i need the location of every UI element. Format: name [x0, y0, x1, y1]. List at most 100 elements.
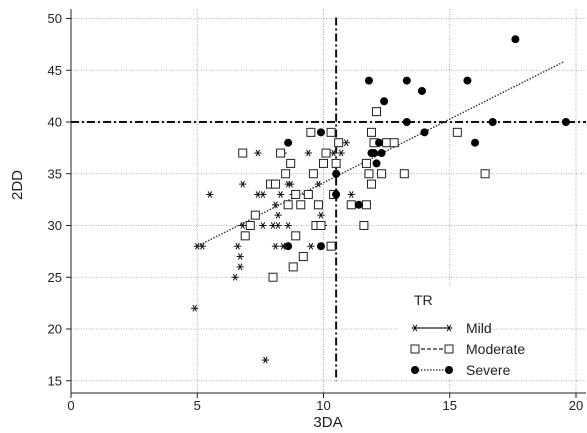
y-tick-label: 15 [48, 373, 62, 388]
moderate-point [303, 189, 313, 199]
mild-point [236, 263, 244, 271]
severe-point [332, 169, 341, 178]
x-tick-label: 5 [194, 398, 201, 413]
severe-point [370, 149, 378, 158]
moderate-point [271, 179, 281, 189]
mild-point [191, 304, 199, 312]
moderate-point [308, 169, 318, 179]
y-tick-label: 40 [48, 115, 62, 130]
mild-point [274, 222, 282, 229]
moderate-point [240, 231, 250, 241]
moderate-point [298, 252, 308, 262]
legend-label: Moderate [466, 341, 525, 357]
moderate-point [245, 221, 255, 230]
legend-item-mild: Mild [411, 320, 492, 336]
severe-point [488, 118, 497, 126]
moderate-point [281, 169, 291, 179]
moderate-point [480, 169, 490, 179]
mild-point [259, 222, 267, 229]
moderate-point [288, 262, 298, 272]
mild-point [287, 180, 295, 188]
moderate-point [316, 221, 326, 230]
severe-point [284, 242, 293, 251]
moderate-point [452, 127, 462, 137]
x-tick-label: 20 [569, 398, 583, 413]
mild-point [274, 211, 282, 219]
series-moderate [238, 107, 490, 282]
legend-item-severe: Severe [411, 362, 511, 378]
legend-marker [411, 324, 419, 332]
mild-point [254, 149, 262, 157]
legend-title: TR [414, 292, 433, 308]
severe-point [511, 35, 520, 44]
severe-point [364, 76, 373, 85]
axes: 0 5 10 15 20 15 20 25 30 35 40 45 50 [48, 9, 586, 413]
severe-point [354, 200, 363, 209]
moderate-point [366, 179, 376, 189]
mild-point [307, 242, 315, 250]
mild-point [330, 149, 338, 157]
moderate-point [238, 148, 248, 158]
moderate-point [372, 107, 382, 117]
data-points [191, 35, 570, 364]
moderate-point [291, 189, 301, 199]
legend: TR Mild Moderate Severe [398, 286, 525, 378]
severe-point [377, 149, 386, 158]
legend-item-moderate: Moderate [410, 341, 525, 357]
moderate-point [382, 138, 392, 148]
y-tick-label: 35 [48, 166, 62, 181]
legend-box [398, 286, 484, 378]
series-severe [284, 35, 570, 251]
reference-lines [71, 17, 586, 381]
moderate-point [331, 158, 341, 168]
legend-marker [410, 344, 420, 354]
mild-point [259, 191, 267, 198]
mild-point [317, 211, 325, 219]
x-axis-label: 3DA [313, 414, 342, 431]
moderate-point [313, 200, 323, 210]
y-tick-label: 30 [48, 218, 62, 233]
legend-marker [445, 324, 453, 332]
moderate-point [291, 231, 301, 241]
mild-point [234, 242, 242, 250]
severe-point [417, 86, 426, 95]
y-axis-label: 2DD [9, 170, 26, 200]
moderate-point [359, 221, 369, 230]
moderate-point [389, 138, 399, 148]
mild-point [271, 242, 280, 250]
mild-point [231, 273, 239, 281]
moderate-point [326, 127, 336, 137]
mild-point [347, 191, 355, 198]
mild-point [342, 139, 350, 147]
moderate-point [276, 148, 286, 158]
moderate-point [334, 138, 344, 148]
legend-label: Mild [466, 320, 492, 336]
moderate-point [326, 241, 336, 251]
mild-point [239, 180, 247, 188]
mild-point [239, 222, 247, 229]
moderate-point [286, 158, 296, 168]
moderate-point [296, 200, 306, 210]
x-tick-label: 10 [316, 398, 330, 413]
y-tick-label: 45 [48, 63, 62, 78]
mild-point [304, 149, 312, 157]
moderate-point [364, 169, 374, 179]
severe-point [372, 159, 381, 168]
moderate-point [399, 169, 409, 179]
moderate-point [306, 127, 316, 137]
severe-point [375, 138, 384, 147]
severe-point [316, 242, 325, 251]
severe-point [420, 128, 429, 137]
x-tick-label: 0 [67, 398, 74, 413]
moderate-point [319, 158, 328, 168]
moderate-point [366, 127, 376, 137]
y-tick-label: 25 [48, 270, 62, 285]
moderate-point [321, 148, 331, 158]
x-tick-label: 15 [443, 398, 457, 413]
severe-point [284, 138, 293, 147]
severe-point [332, 190, 341, 199]
severe-point [380, 97, 389, 106]
plot-area [71, 9, 586, 393]
legend-marker [445, 366, 453, 374]
